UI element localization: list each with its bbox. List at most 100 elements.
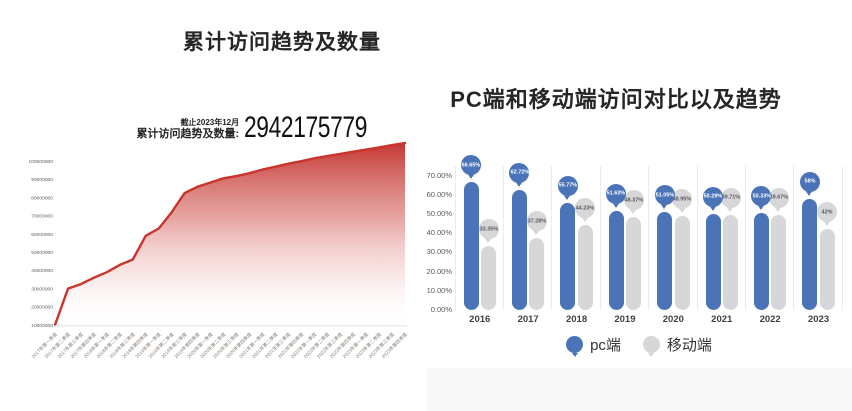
mobile-legend-marker-icon [642, 336, 660, 357]
mobile-value-balloon: 44.23% [575, 198, 596, 223]
y-axis-label: 30000000 [31, 286, 53, 292]
year-label: 2018 [565, 314, 588, 325]
pc-value-balloon: 58% [799, 171, 820, 196]
mobile-value-balloon: 48.37% [623, 190, 644, 215]
y-axis-label: 20.00% [426, 266, 452, 276]
group-separator [502, 166, 504, 310]
cumulative-visits-section: 累计访问趋势及数量 截止2023年12月 累计访问趋势及数量: 29421757… [29, 31, 410, 360]
y-axis-label: 30.00% [426, 247, 452, 257]
pc-bar [608, 210, 624, 310]
pc-bar [753, 213, 769, 310]
pc-value-balloon: 50.33% [751, 186, 772, 211]
mobile-value-label: 49.71% [721, 194, 740, 201]
mobile-bar [577, 225, 593, 310]
pc-bar [463, 182, 479, 310]
year-label: 2023 [807, 314, 830, 325]
y-axis-label: 50000000 [31, 250, 53, 256]
pc-value-label: 51.63% [606, 191, 626, 197]
mobile-bar [819, 229, 835, 310]
mobile-value-balloon: 49.71% [720, 187, 741, 212]
group-separator [454, 166, 456, 310]
pc-value-label: 50.29% [703, 193, 723, 200]
pc-bar [511, 189, 527, 310]
mobile-legend-label: 移动端 [666, 337, 712, 354]
pc-bar [705, 213, 721, 310]
pc-value-balloon: 51.63% [606, 183, 627, 208]
year-label: 2020 [662, 314, 684, 325]
pc-bar [802, 198, 818, 310]
mobile-value-label: 37.28% [527, 218, 547, 225]
pc-value-label: 58% [804, 178, 816, 185]
y-axis-label: 60000000 [31, 232, 53, 238]
y-axis-label: 70000000 [31, 214, 53, 220]
y-axis-label: 10.00% [426, 285, 452, 295]
mobile-value-label: 44.23% [576, 205, 595, 211]
cumulative-area-chart: 10000000 20000000 30000000 40000000 50000000… [29, 141, 409, 360]
group-separator [551, 166, 553, 310]
pc-value-balloon: 55.77% [557, 175, 578, 200]
mobile-value-balloon: 37.28% [526, 211, 547, 236]
mobile-value-label: 42% [821, 209, 833, 216]
cumulative-stat-block: 截止2023年12月 累计访问趋势及数量: 2942175779 [60, 112, 406, 144]
year-label: 2022 [759, 314, 781, 325]
pc-bar [560, 202, 576, 310]
y-axis-label: 70.00% [426, 170, 452, 180]
legend: pc端 移动端 [426, 334, 852, 357]
y-axis-label: 0.00% [430, 305, 452, 314]
mobile-value-label: 49.67% [769, 194, 789, 201]
mobile-value-balloon: 42% [817, 202, 838, 227]
y-axis-label: 60.00% [426, 189, 452, 199]
y-axis-label: 10000000 [31, 323, 53, 329]
y-axis-label: 20000000 [31, 305, 53, 311]
mobile-value-balloon: 48.95% [672, 189, 693, 214]
mobile-value-label: 48.37% [624, 197, 643, 203]
pc-legend-label: pc端 [590, 337, 621, 354]
mobile-bar [771, 214, 787, 310]
pc-value-balloon: 50.29% [703, 186, 723, 211]
year-label: 2016 [469, 314, 491, 325]
y-axis-label: 50.00% [426, 209, 452, 219]
area-fill [55, 143, 405, 325]
pc-value-label: 66.65% [461, 162, 481, 168]
pc-legend-marker-icon [566, 336, 584, 357]
y-axis-label: 40000000 [31, 268, 53, 274]
y-axis-label: 40.00% [426, 228, 452, 238]
pc-value-balloon: 66.65% [461, 155, 481, 180]
year-label: 2021 [711, 314, 733, 325]
mobile-bar [674, 216, 690, 310]
mobile-value-label: 48.95% [672, 196, 692, 202]
trend-line [53, 141, 407, 327]
pc-value-label: 51.05% [655, 192, 674, 198]
mobile-bar [481, 246, 496, 310]
mobile-value-label: 33.35% [479, 226, 498, 232]
group-separator [841, 166, 843, 310]
right-chart-title: PC端和移动端访问对比以及趋势 [450, 87, 782, 112]
pc-vs-mobile-section: PC端和移动端访问对比以及趋势 0.00% 10.00% 20.00% 30.00% 4… [426, 0, 852, 411]
group-separator [599, 166, 601, 310]
mobile-bar [529, 238, 545, 310]
year-label: 2019 [614, 314, 636, 325]
legend-item-mobile: 移动端 [642, 334, 712, 357]
pc-value-label: 50.33% [752, 193, 771, 200]
legend-item-pc: pc端 [566, 334, 621, 357]
group-separator [696, 166, 698, 310]
cumulative-count-label: 累计访问趋势及数量: [136, 128, 240, 140]
y-axis-label: 90000000 [31, 177, 53, 183]
mobile-value-balloon: 33.35% [478, 219, 499, 243]
pc-bar [657, 212, 673, 310]
pc-value-label: 55.77% [558, 183, 578, 189]
mobile-bar [723, 214, 738, 310]
y-axis-label: 80000000 [31, 195, 53, 201]
as-of-date-label: 截止2023年12月 [180, 118, 240, 127]
cumulative-stat-captions: 截止2023年12月 累计访问趋势及数量: [136, 118, 239, 144]
group-separator [648, 166, 650, 310]
mobile-bar [626, 217, 642, 310]
y-axis-label: 100000000 [29, 159, 54, 165]
pc-value-balloon: 62.72% [509, 162, 530, 187]
bottom-band [426, 368, 852, 411]
year-label: 2017 [517, 314, 539, 325]
pc-value-label: 62.72% [510, 169, 529, 176]
left-chart-title: 累计访问趋势及数量 [183, 31, 381, 54]
cumulative-count-value: 2942175779 [244, 111, 368, 144]
